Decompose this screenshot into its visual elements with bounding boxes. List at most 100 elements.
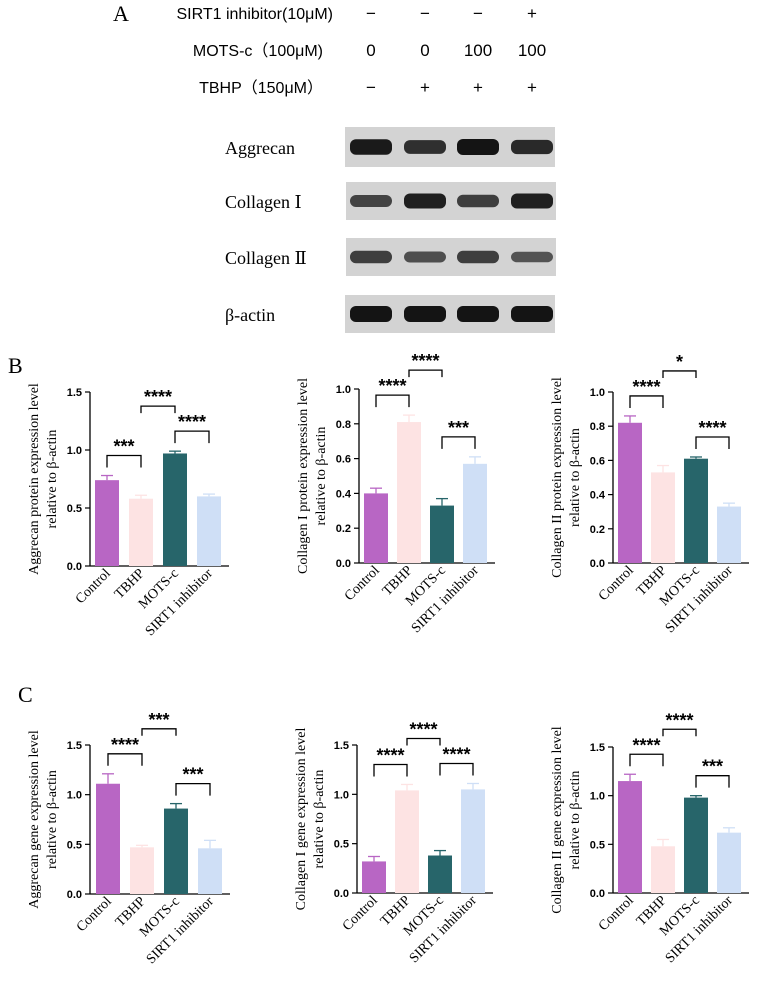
significance-label: *** [148,710,169,730]
y-tick-label: 1.0 [336,384,351,396]
significance-bracket [174,430,210,444]
condition-value: − [420,4,430,23]
bar [684,797,708,893]
significance-bracket [107,753,143,766]
y-axis-label: Aggrecan gene expression level [27,730,42,909]
y-tick-label: 0.2 [336,523,351,535]
y-tick-label: 0.4 [336,488,352,500]
condition-value: + [527,4,537,23]
y-tick-label: 1.5 [334,740,349,752]
bar [130,847,154,894]
y-tick-label: 0.5 [67,839,82,851]
bar [717,506,741,563]
bar [618,781,642,893]
y-axis-label: relative to β-actin [568,428,583,527]
bar-chart: 0.0 0.5 1.0 1.5 Aggrecan gene expression lev… [27,710,230,967]
bar [651,846,675,893]
blot-band [350,139,392,155]
condition-value: + [473,78,483,97]
panel-b-letter: B [8,353,23,378]
blot-band [350,250,392,264]
y-tick-label: 1.0 [67,790,82,802]
y-tick-label: 0.5 [67,503,82,515]
blot-band [511,139,553,155]
condition-value: + [527,78,537,97]
significance-label: **** [111,735,139,755]
condition-value: 0 [366,41,375,60]
blot-band [404,193,446,209]
condition-value: 100 [518,41,546,60]
y-tick-label: 1.0 [334,789,349,801]
bar [463,463,487,563]
condition-value: − [366,4,376,23]
significance-label: **** [411,351,439,371]
y-tick-label: 0.2 [590,524,605,536]
condition-label: TBHP（150μM） [199,79,323,97]
significance-bracket [439,762,474,776]
y-tick-label: 0.5 [590,839,605,851]
y-axis-label: relative to β-actin [45,770,60,869]
blot-band [457,139,499,155]
blot-band [350,195,392,207]
blot-label: Aggrecan [225,138,295,158]
significance-label: *** [448,418,469,438]
panel-c-letter: C [18,682,33,707]
blot-band [404,251,446,263]
western-blot: Aggrecan Collagen Ⅰ Collagen Ⅱ β-actin [225,127,556,333]
condition-value: − [366,78,376,97]
significance-bracket [629,753,664,767]
y-tick-label: 1.5 [67,740,82,752]
y-axis-label: relative to β-actin [568,771,583,870]
bar [395,790,419,893]
y-axis-label: relative to β-actin [45,430,60,529]
significance-label: **** [409,719,437,739]
condition-value: + [420,78,430,97]
condition-table: SIRT1 inhibitor(10μM) − − − + MOTS-c（100μM) 0 0… [176,4,546,97]
significance-label: **** [698,418,726,438]
y-axis-label: relative to β-actin [314,427,329,526]
significance-bracket [140,405,176,414]
bar [364,493,388,563]
blot-band [404,140,446,154]
significance-label: **** [632,735,660,755]
y-tick-label: 1.0 [67,445,82,457]
significance-bracket [629,395,664,408]
bar [362,861,386,893]
condition-label: MOTS-c（100μM) [193,42,323,60]
significance-label: *** [182,765,203,785]
bar [198,848,222,894]
blot-band [511,306,553,322]
bar-charts: 0.0 0.5 1.0 1.5 Aggrecan protein expression … [27,351,749,967]
y-axis-label: Collagen I protein expression level [296,378,311,574]
bar [164,808,188,894]
blot-label: Collagen Ⅰ [225,192,302,212]
bar [96,783,120,894]
bar [428,855,452,893]
condition-label: SIRT1 inhibitor(10μM) [176,6,333,23]
significance-label: **** [178,412,206,432]
bar [717,832,741,893]
bar [618,422,642,563]
bar [397,422,421,563]
y-axis-label: Collagen I gene expression level [294,728,309,911]
blot-label: Collagen Ⅱ [225,248,307,268]
y-tick-label: 1.5 [590,742,605,754]
significance-label: **** [442,744,470,764]
significance-bracket [373,763,408,777]
significance-bracket [106,454,142,468]
significance-bracket [375,394,410,408]
y-axis-label: Collagen II protein expression level [550,377,565,578]
blot-band [511,251,553,263]
blot-band [350,306,392,322]
significance-bracket [441,436,476,449]
bar [684,458,708,563]
blot-label: β-actin [225,305,275,325]
bar-chart: 0.0 0.5 1.0 1.5 Collagen I gene expression l… [294,719,493,966]
y-tick-label: 0.8 [590,421,605,433]
significance-label: * [676,352,683,372]
condition-value: 0 [420,41,429,60]
y-tick-label: 0.5 [334,839,349,851]
blot-band [511,193,553,209]
significance-label: *** [702,757,723,777]
significance-label: **** [665,710,693,730]
